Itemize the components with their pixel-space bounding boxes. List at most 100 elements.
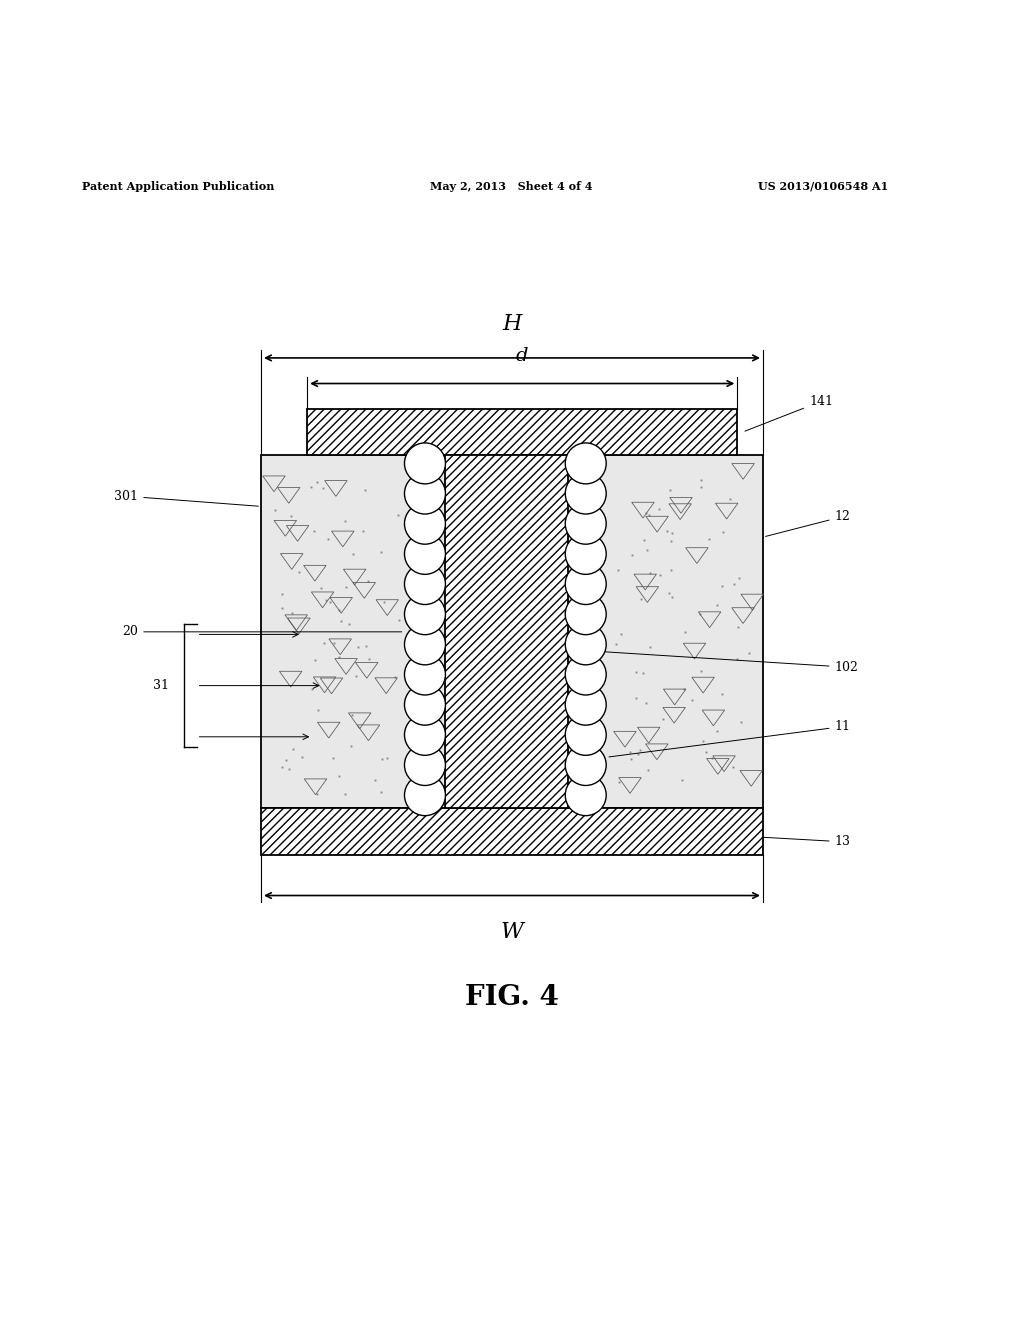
Bar bbox=[261, 455, 763, 808]
Text: d: d bbox=[516, 347, 528, 366]
Circle shape bbox=[565, 653, 606, 696]
Bar bbox=[445, 455, 568, 808]
Point bbox=[692, 660, 709, 681]
Point bbox=[273, 756, 290, 777]
Point bbox=[730, 568, 746, 589]
Text: 31: 31 bbox=[153, 678, 169, 692]
Point bbox=[609, 560, 626, 581]
Circle shape bbox=[565, 714, 606, 755]
Point bbox=[319, 528, 336, 549]
Point bbox=[635, 663, 651, 684]
Point bbox=[345, 543, 361, 564]
Point bbox=[677, 620, 693, 642]
Point bbox=[379, 747, 395, 768]
Point bbox=[373, 781, 389, 803]
Point bbox=[726, 574, 742, 595]
Point bbox=[740, 642, 757, 663]
Point bbox=[386, 667, 402, 688]
Text: 12: 12 bbox=[766, 510, 851, 536]
Point bbox=[284, 506, 300, 527]
Circle shape bbox=[565, 775, 606, 816]
Point bbox=[710, 594, 726, 615]
Circle shape bbox=[404, 624, 445, 665]
Point bbox=[629, 661, 645, 682]
Text: FIG. 4: FIG. 4 bbox=[465, 985, 559, 1011]
Point bbox=[660, 582, 677, 603]
Point bbox=[359, 570, 376, 591]
Point bbox=[291, 561, 307, 582]
Point bbox=[278, 750, 294, 771]
Point bbox=[642, 636, 658, 657]
Point bbox=[389, 504, 406, 525]
Circle shape bbox=[565, 624, 606, 665]
Point bbox=[373, 541, 389, 562]
Point bbox=[655, 709, 672, 730]
Point bbox=[294, 747, 310, 768]
Point bbox=[715, 521, 731, 543]
Point bbox=[608, 634, 625, 655]
Point bbox=[709, 721, 725, 742]
Point bbox=[343, 705, 359, 726]
Point bbox=[674, 770, 690, 791]
Point bbox=[323, 591, 339, 612]
Point bbox=[725, 756, 741, 777]
Point bbox=[376, 591, 392, 612]
Point bbox=[659, 520, 676, 541]
Circle shape bbox=[565, 473, 606, 513]
Point bbox=[693, 477, 710, 498]
Point bbox=[730, 616, 746, 638]
Point bbox=[354, 520, 371, 541]
Point bbox=[309, 700, 326, 721]
Point bbox=[285, 603, 301, 624]
Point bbox=[638, 503, 654, 524]
Point bbox=[693, 470, 710, 491]
Point bbox=[650, 499, 667, 520]
Point bbox=[692, 603, 709, 624]
Point bbox=[331, 599, 347, 620]
Point bbox=[337, 784, 353, 805]
Point bbox=[338, 577, 354, 598]
Circle shape bbox=[404, 594, 445, 635]
Point bbox=[662, 479, 678, 500]
Point bbox=[326, 632, 342, 653]
Point bbox=[722, 488, 738, 510]
Point bbox=[664, 523, 680, 544]
Point bbox=[325, 747, 341, 768]
Circle shape bbox=[404, 744, 445, 785]
Point bbox=[331, 766, 347, 787]
Text: Patent Application Publication: Patent Application Publication bbox=[82, 181, 274, 191]
Point bbox=[282, 759, 298, 780]
Point bbox=[308, 783, 325, 804]
Point bbox=[664, 560, 680, 581]
Text: 11: 11 bbox=[609, 721, 851, 756]
Point bbox=[640, 759, 656, 780]
Point bbox=[638, 693, 654, 714]
Point bbox=[315, 632, 332, 653]
Circle shape bbox=[565, 744, 606, 785]
Circle shape bbox=[565, 503, 606, 544]
Point bbox=[303, 477, 319, 498]
Point bbox=[714, 682, 730, 704]
Point bbox=[729, 648, 745, 669]
Point bbox=[391, 610, 408, 631]
Circle shape bbox=[565, 444, 606, 484]
Point bbox=[348, 665, 365, 686]
Point bbox=[632, 739, 648, 760]
Circle shape bbox=[404, 533, 445, 574]
Point bbox=[315, 478, 332, 499]
Circle shape bbox=[404, 775, 445, 816]
Point bbox=[305, 521, 322, 543]
Point bbox=[331, 645, 347, 667]
Point bbox=[349, 636, 366, 657]
Point bbox=[663, 531, 679, 552]
Point bbox=[622, 741, 638, 762]
Point bbox=[342, 735, 358, 756]
Circle shape bbox=[404, 714, 445, 755]
Text: H: H bbox=[503, 313, 521, 335]
Circle shape bbox=[404, 444, 445, 484]
Point bbox=[313, 577, 330, 598]
Bar bbox=[307, 409, 737, 455]
Text: 301: 301 bbox=[115, 490, 258, 506]
Circle shape bbox=[565, 684, 606, 725]
Point bbox=[357, 635, 374, 656]
